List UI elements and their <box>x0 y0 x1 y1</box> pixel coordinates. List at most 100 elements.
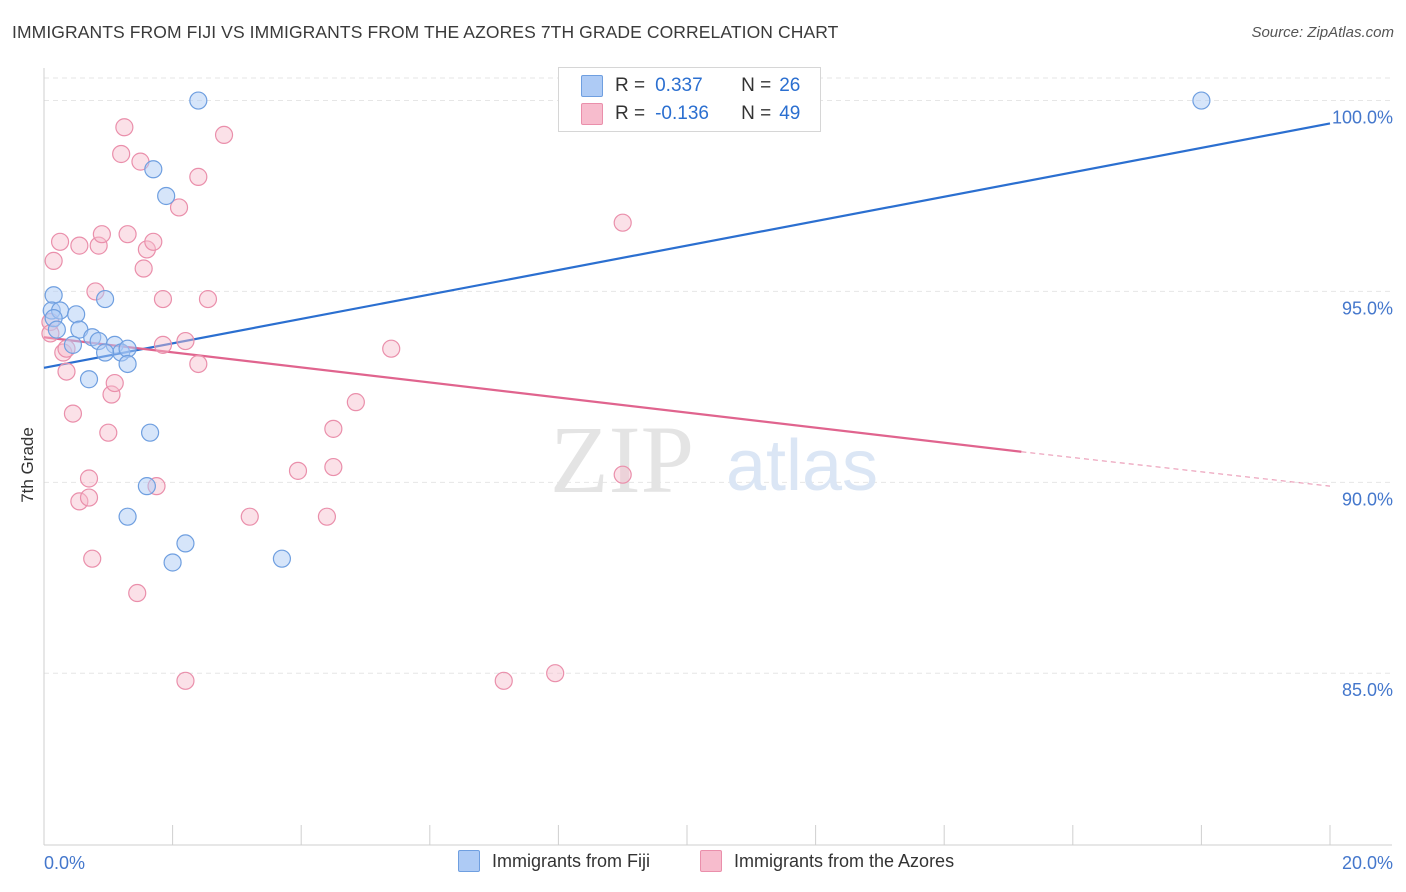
stats-row-azores: R = -0.136 N = 49 <box>581 101 801 127</box>
azores-r-value: -0.136 <box>655 103 709 124</box>
point-azores <box>50 232 70 251</box>
point-azores <box>382 339 401 358</box>
point-azores <box>44 251 63 270</box>
point-fiji <box>163 553 182 572</box>
point-azores <box>137 240 156 259</box>
point-azores <box>57 362 76 381</box>
point-fiji <box>118 339 137 358</box>
y-tick-label: 95.0% <box>1342 298 1393 318</box>
point-fiji <box>44 286 63 305</box>
point-azores <box>324 457 343 477</box>
legend-azores-swatch <box>700 850 722 872</box>
legend-item-azores[interactable]: Immigrants from the Azores <box>700 850 954 872</box>
trend-lines <box>43 122 1331 487</box>
point-azores <box>324 419 343 438</box>
point-azores <box>613 213 632 232</box>
grid-lines <box>44 77 1392 674</box>
point-fiji <box>95 343 115 362</box>
azores-n-value: 49 <box>779 103 801 124</box>
point-fiji <box>137 477 156 496</box>
point-azores <box>189 167 208 186</box>
point-azores <box>99 423 118 442</box>
point-azores <box>83 549 102 568</box>
fiji-swatch <box>581 75 603 97</box>
point-fiji <box>1192 91 1211 110</box>
legend-fiji-label: Immigrants from Fiji <box>492 850 651 871</box>
point-fiji <box>67 305 86 324</box>
y-tick-label: 85.0% <box>1342 680 1393 700</box>
legend-fiji-swatch <box>458 850 480 872</box>
point-azores <box>70 492 89 511</box>
point-fiji <box>118 507 137 526</box>
watermark: ZIP atlas <box>550 406 878 513</box>
stats-row-fiji: R = 0.337 N = 26 <box>581 73 801 99</box>
point-azores <box>134 259 153 278</box>
azores-swatch <box>581 103 603 125</box>
point-azores <box>546 664 565 683</box>
point-azores <box>153 335 173 354</box>
point-azores <box>70 236 89 255</box>
point-fiji <box>118 354 137 374</box>
chart-title: IMMIGRANTS FROM FIJI VS IMMIGRANTS FROM … <box>12 22 839 42</box>
point-azores <box>102 385 121 404</box>
point-azores <box>317 507 337 526</box>
point-azores <box>169 198 189 217</box>
x-tick-label-min: 0.0% <box>44 853 85 873</box>
point-azores <box>79 488 99 507</box>
point-azores <box>613 465 632 484</box>
point-azores <box>176 331 195 351</box>
trend-line-azores-extrapolated <box>1021 451 1331 487</box>
trend-line-fiji <box>43 122 1331 369</box>
point-fiji <box>189 91 208 110</box>
y-tick-label: 90.0% <box>1342 489 1393 509</box>
data-points <box>41 91 1211 690</box>
y-axis-label: 7th Grade <box>18 427 37 503</box>
point-fiji <box>272 549 292 568</box>
point-fiji <box>176 534 195 553</box>
point-fiji <box>144 160 163 179</box>
point-azores <box>144 232 163 251</box>
point-azores <box>63 404 83 423</box>
watermark-zip: ZIP <box>550 406 694 513</box>
point-fiji <box>140 423 160 442</box>
point-azores <box>288 461 308 480</box>
point-azores <box>128 583 147 603</box>
point-azores <box>346 393 365 412</box>
legend-item-fiji[interactable]: Immigrants from Fiji <box>458 850 650 872</box>
point-fiji <box>63 335 83 354</box>
fiji-r-label: R = <box>615 75 646 96</box>
point-fiji <box>95 289 115 309</box>
legend-azores-label: Immigrants from the Azores <box>734 850 955 871</box>
point-azores <box>118 225 137 244</box>
stats-legend: R = 0.337 N = 26 R = -0.136 N = 49 <box>558 67 821 132</box>
azores-r-label: R = <box>615 103 646 124</box>
y-tick-label: 100.0% <box>1332 108 1393 128</box>
x-tick-label-max: 20.0% <box>1342 853 1393 873</box>
fiji-r-value: 0.337 <box>655 75 703 96</box>
trend-line-azores <box>43 336 1022 453</box>
point-azores <box>153 289 173 309</box>
point-azores <box>89 236 108 255</box>
fiji-n-value: 26 <box>779 75 801 96</box>
point-azores <box>92 225 111 244</box>
point-azores <box>240 507 259 526</box>
source-label: Source: ZipAtlas.com <box>1251 24 1394 41</box>
point-azores <box>494 671 513 690</box>
point-azores <box>105 373 124 393</box>
azores-n-label: N = <box>741 103 772 124</box>
point-azores <box>189 354 208 374</box>
axes <box>43 68 1392 846</box>
watermark-atlas: atlas <box>726 426 878 506</box>
point-azores <box>115 118 134 137</box>
point-fiji <box>79 370 99 389</box>
point-fiji <box>47 320 66 339</box>
point-azores <box>198 289 218 309</box>
point-azores <box>214 125 234 145</box>
point-azores <box>112 144 131 164</box>
tick-labels: 85.0% 90.0% 95.0% 100.0% 0.0% 20.0% <box>44 108 1393 873</box>
fiji-n-label: N = <box>741 75 772 96</box>
point-azores <box>176 671 195 690</box>
point-azores <box>79 469 99 488</box>
point-fiji <box>157 186 176 206</box>
